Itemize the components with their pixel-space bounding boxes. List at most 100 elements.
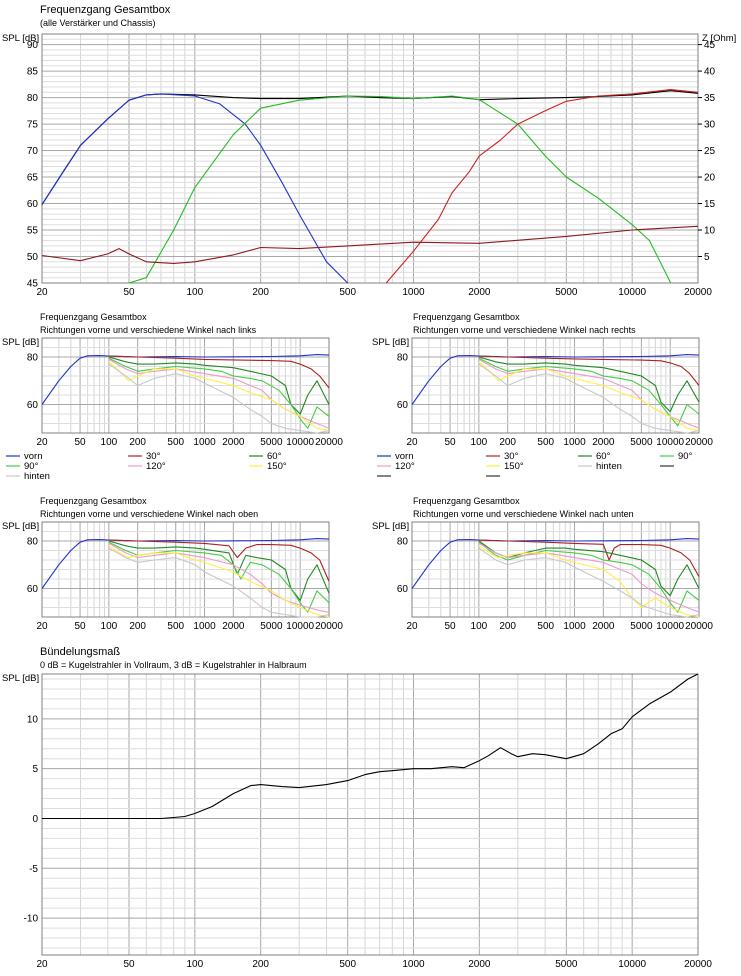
- chart5-xtick-label: 20: [406, 621, 418, 632]
- chart1-frame: [41, 33, 699, 284]
- chart2-subtitle: Richtungen vorne und verschiedene Winkel…: [40, 325, 257, 335]
- chart4-frame: [41, 521, 330, 618]
- chart6-xtick-label: 200: [252, 959, 269, 970]
- chart5-xtick-label: 2000: [592, 621, 615, 632]
- chart1-subtitle: (alle Verstärker und Chassis): [40, 18, 156, 28]
- chart3-ylabel: SPL [dB]: [372, 337, 410, 348]
- chart1-xtick-label: 100: [186, 287, 203, 298]
- chart2-xtick-label: 20000: [315, 437, 343, 448]
- chart1-xtick-label: 20000: [684, 287, 712, 298]
- chart4-title: Frequenzgang Gesamtbox: [40, 496, 147, 506]
- chart1-series-1: [41, 93, 349, 284]
- chart5-subtitle: Richtungen vorne und verschiedene Winkel…: [413, 509, 634, 519]
- chart2-legend-label: 90°: [24, 461, 39, 472]
- chart1-y2tick-label: 20: [704, 173, 716, 184]
- chart2-series-5: [108, 361, 330, 432]
- chart5-xtick-label: 1000: [563, 621, 586, 632]
- chart6-ylabel: SPL [dB]: [2, 673, 40, 684]
- chart5-series-6: [478, 547, 700, 618]
- chart3-xtick-label: 100: [471, 437, 488, 448]
- chart1-xtick-label: 10000: [618, 287, 646, 298]
- chart1-ytick-label: 90: [27, 40, 39, 51]
- chart4-xtick-label: 10000: [286, 621, 314, 632]
- chart2-ylabel: SPL [dB]: [2, 337, 40, 348]
- chart3-series-6: [478, 363, 700, 434]
- chart6-xtick-label: 500: [339, 959, 356, 970]
- chart6-plot-area: [42, 674, 698, 955]
- chart4-subtitle: Richtungen vorne und verschiedene Winkel…: [40, 509, 259, 519]
- chart3-xtick-label: 20: [406, 437, 418, 448]
- chart4-ylabel: SPL [dB]: [2, 521, 40, 532]
- chart3-xtick-label: 5000: [630, 437, 653, 448]
- chart3-ytick-label: 60: [397, 400, 409, 411]
- chart1-ytick-label: 60: [27, 199, 39, 210]
- chart4-xtick-label: 50: [75, 621, 87, 632]
- chart2-xtick-label: 1000: [193, 437, 216, 448]
- chart1-ytick-label: 45: [27, 279, 39, 290]
- chart6-title: Bündelungsmaß: [40, 646, 121, 658]
- chart1-y2tick-label: 45: [704, 40, 716, 51]
- chart5-ylabel: SPL [dB]: [372, 521, 410, 532]
- chart2-xtick-label: 500: [167, 437, 184, 448]
- chart5-series-2: [478, 540, 700, 597]
- chart3-xtick-label: 20000: [685, 437, 713, 448]
- chart1-series-2: [128, 95, 672, 284]
- chart6-ytick-label: -10: [24, 914, 39, 925]
- chart5-series-4: [478, 542, 700, 613]
- chart3-legend-label: hinten: [596, 461, 622, 472]
- chart2-title: Frequenzgang Gesamtbox: [40, 312, 147, 322]
- chart1-series-3: [385, 89, 699, 284]
- chart5-xtick-label: 100: [471, 621, 488, 632]
- chart3-legend-label: 90°: [678, 451, 693, 462]
- chart2-xtick-label: 5000: [260, 437, 283, 448]
- chart2-ytick-label: 60: [27, 400, 39, 411]
- chart3-series-3: [478, 357, 700, 427]
- chart6-xtick-label: 2000: [468, 959, 491, 970]
- chart1-ytick-label: 75: [27, 120, 39, 131]
- chart4-xtick-label: 2000: [222, 621, 245, 632]
- chart1-ytick-label: 70: [27, 146, 39, 157]
- chart6-ytick-label: -5: [29, 864, 38, 875]
- chart2-frame: [41, 337, 330, 434]
- chart3-xtick-label: 10000: [656, 437, 684, 448]
- chart3-xtick-label: 50: [445, 437, 457, 448]
- chart1-ytick-label: 80: [27, 93, 39, 104]
- chart1-y2tick-label: 40: [704, 67, 716, 78]
- chart4-xtick-label: 20000: [315, 621, 343, 632]
- chart1-xtick-label: 200: [252, 287, 269, 298]
- chart5-xtick-label: 50: [445, 621, 457, 632]
- chart4-ytick-label: 60: [27, 584, 39, 595]
- chart3-series-1: [478, 355, 700, 386]
- chart5-xtick-label: 5000: [630, 621, 653, 632]
- chart3-xtick-label: 1000: [563, 437, 586, 448]
- chart6-series-0: [42, 673, 699, 820]
- chart1-xtick-label: 50: [123, 287, 135, 298]
- chart2-xtick-label: 10000: [286, 437, 314, 448]
- chart2-xtick-label: 2000: [222, 437, 245, 448]
- chart6-frame: [41, 673, 699, 956]
- chart5-series-3: [478, 541, 700, 613]
- chart1-xtick-label: 5000: [555, 287, 578, 298]
- chart6-ytick-label: 10: [27, 714, 39, 725]
- chart5-xtick-label: 10000: [656, 621, 684, 632]
- chart2-legend-label: 60°: [267, 451, 282, 462]
- chart4-xtick-label: 1000: [193, 621, 216, 632]
- chart3-xtick-label: 200: [499, 437, 516, 448]
- chart2-series-6: [108, 363, 330, 434]
- chart1-y2tick-label: 25: [704, 146, 716, 157]
- chart6-xtick-label: 100: [186, 959, 203, 970]
- chart5-ytick-label: 80: [397, 537, 409, 548]
- chart2-legend-label: vorn: [24, 451, 42, 462]
- chart3-legend-label: 30°: [504, 451, 519, 462]
- chart2-xtick-label: 200: [129, 437, 146, 448]
- chart6-xtick-label: 20: [36, 959, 48, 970]
- chart4-xtick-label: 5000: [260, 621, 283, 632]
- chart3-legend-label: 150°: [504, 461, 524, 472]
- chart2-xtick-label: 50: [75, 437, 87, 448]
- chart2-legend-label: 150°: [267, 461, 287, 472]
- chart1-y2label: Z [Ohm]: [702, 33, 737, 44]
- chart5-title: Frequenzgang Gesamtbox: [413, 496, 520, 506]
- chart1-y2tick-label: 15: [704, 199, 716, 210]
- chart2-ytick-label: 80: [27, 353, 39, 364]
- chart1-ytick-label: 50: [27, 252, 39, 263]
